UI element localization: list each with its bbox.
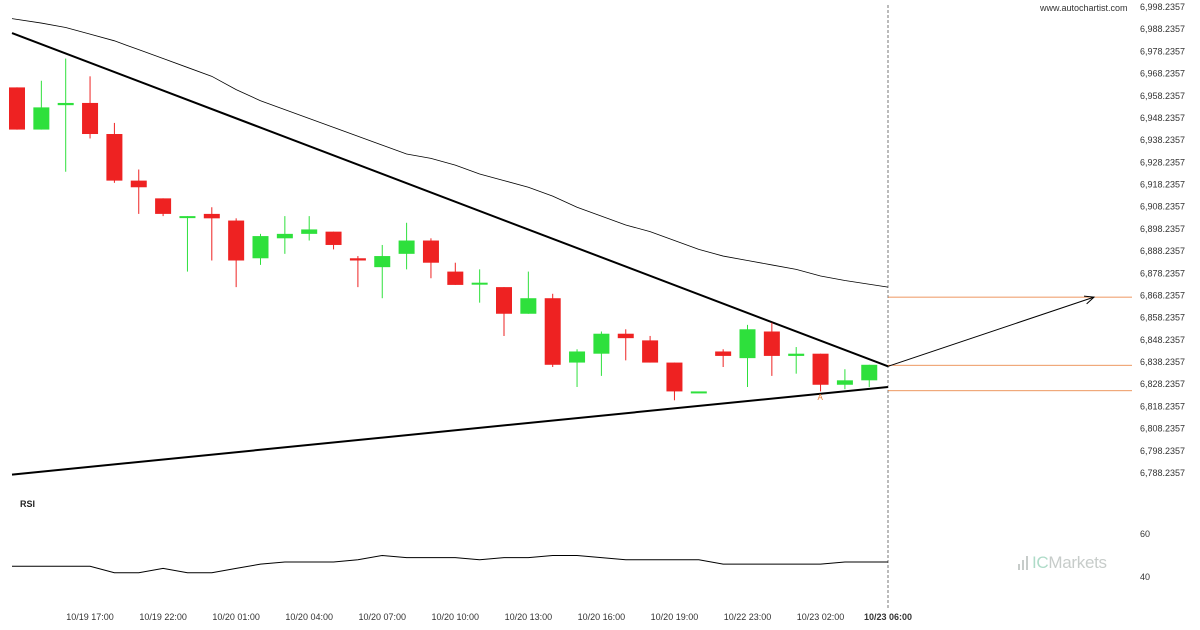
price-tick-label: 6,798.2357 (1140, 446, 1185, 456)
candle-up (374, 256, 391, 268)
candle-down (155, 198, 172, 214)
price-tick-label: 6,958.2357 (1140, 91, 1185, 101)
candle-up (252, 236, 269, 259)
time-tick-label: 10/20 07:00 (358, 612, 406, 622)
candle-down (106, 134, 123, 181)
price-tick-label: 6,968.2357 (1140, 69, 1185, 79)
moving-average-line (11, 18, 889, 288)
candle-down (812, 353, 829, 385)
time-tick-label: 10/20 13:00 (505, 612, 553, 622)
pattern-point-label: A (818, 393, 824, 402)
candle-up (690, 391, 707, 394)
forecast-arrow-head (1083, 295, 1096, 305)
upper-trendline (11, 32, 889, 368)
brand-text: ICMarkets (1032, 553, 1107, 572)
price-tick-label: 6,878.2357 (1140, 268, 1185, 278)
candle-up (276, 233, 293, 239)
candle-up (861, 364, 878, 381)
candle-up (57, 102, 74, 106)
time-tick-label: 10/20 19:00 (651, 612, 699, 622)
rsi-line (12, 554, 888, 574)
candle-up (569, 351, 586, 363)
bars-icon (1018, 556, 1028, 570)
rsi-level-label: 40 (1140, 572, 1150, 582)
price-tick-label: 6,848.2357 (1140, 335, 1185, 345)
brand-logo: ICMarkets (1018, 553, 1107, 573)
price-tick-label: 6,928.2357 (1140, 157, 1185, 167)
candle-up (520, 298, 537, 314)
forecast-arrow-line (887, 296, 1095, 367)
price-tick-label: 6,868.2357 (1140, 290, 1185, 300)
price-tick-label: 6,908.2357 (1140, 202, 1185, 212)
price-tick-label: 6,828.2357 (1140, 379, 1185, 389)
price-tick-label: 6,978.2357 (1140, 46, 1185, 56)
price-tick-label: 6,808.2357 (1140, 424, 1185, 434)
time-tick-label: 10/19 22:00 (139, 612, 187, 622)
candle-down (715, 351, 732, 356)
price-tick-label: 6,988.2357 (1140, 24, 1185, 34)
price-tick-label: 6,858.2357 (1140, 313, 1185, 323)
lower-trendline (11, 385, 889, 476)
candle-down (349, 258, 366, 261)
candle-up (593, 333, 610, 354)
candle-up (33, 107, 50, 130)
candle-down (130, 180, 147, 188)
candle-up (398, 240, 415, 254)
candle-down (642, 340, 659, 363)
price-tick-label: 6,918.2357 (1140, 180, 1185, 190)
price-tick-label: 6,898.2357 (1140, 224, 1185, 234)
price-tick-label: 6,788.2357 (1140, 468, 1185, 478)
candle-down (617, 333, 634, 339)
price-tick-label: 6,818.2357 (1140, 401, 1185, 411)
time-tick-label: 10/20 01:00 (212, 612, 260, 622)
time-tick-label: 10/20 10:00 (432, 612, 480, 622)
time-tick-label: 10/20 16:00 (578, 612, 626, 622)
candle-down (203, 213, 220, 219)
candle-down (228, 220, 245, 261)
time-tick-label: 10/19 17:00 (66, 612, 114, 622)
price-tick-label: 6,838.2357 (1140, 357, 1185, 367)
candle-down (82, 102, 99, 135)
candle-down (544, 298, 561, 365)
candle-down (763, 331, 780, 356)
candle-up (471, 282, 488, 285)
site-label[interactable]: www.autochartist.com (1040, 3, 1128, 13)
candle-up (788, 353, 805, 356)
candle-down (325, 231, 342, 245)
time-tick-label: 10/23 06:00 (864, 612, 912, 622)
price-tick-label: 6,888.2357 (1140, 246, 1185, 256)
time-tick-label: 10/20 04:00 (285, 612, 333, 622)
candle-up (836, 380, 853, 385)
candle-up (739, 329, 756, 359)
rsi-level-label: 60 (1140, 529, 1150, 539)
candle-up (179, 216, 196, 219)
candle-up (301, 229, 318, 234)
price-tick-label: 6,938.2357 (1140, 135, 1185, 145)
candle-down (422, 240, 439, 263)
candle-down (447, 271, 464, 285)
price-tick-label: 6,998.2357 (1140, 2, 1185, 12)
rsi-label: RSI (20, 499, 36, 509)
candle-down (496, 287, 512, 314)
time-tick-label: 10/23 02:00 (797, 612, 845, 622)
time-tick-label: 10/22 23:00 (724, 612, 772, 622)
price-tick-label: 6,948.2357 (1140, 113, 1185, 123)
candle-down (9, 87, 25, 130)
candle-down (666, 362, 683, 392)
